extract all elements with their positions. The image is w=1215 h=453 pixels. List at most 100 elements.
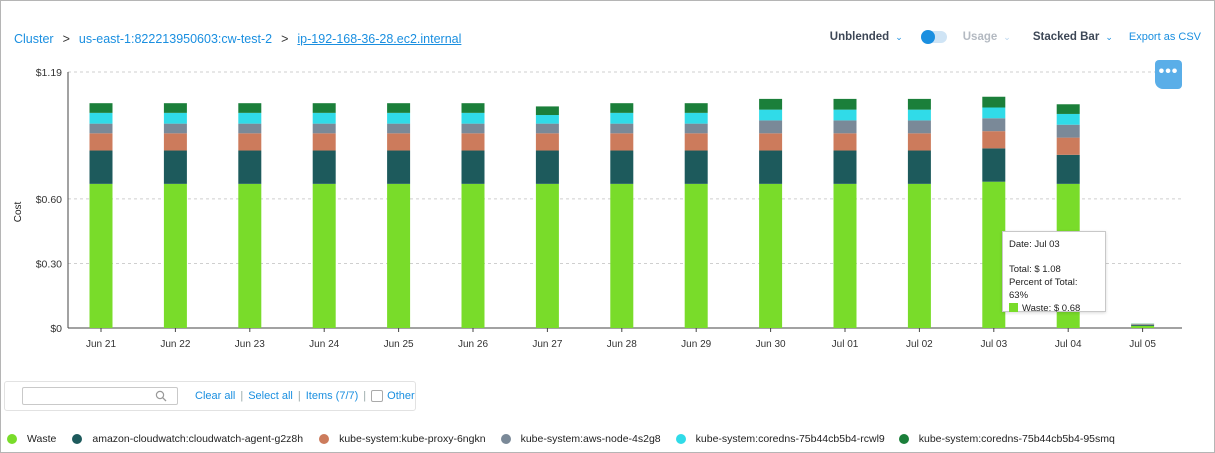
- more-options-button[interactable]: •••: [1155, 60, 1182, 89]
- breadcrumb: Cluster > us-east-1:822213950603:cw-test…: [14, 32, 461, 46]
- bar-segment: [907, 150, 931, 184]
- usage-label: Usage: [962, 31, 998, 43]
- x-tick-label: Jun 21: [86, 339, 116, 350]
- bar-segment: [684, 133, 708, 151]
- bar-segment: [163, 112, 187, 124]
- legend-label: kube-system:coredns-75b44cb5b4-95smq: [918, 433, 1115, 445]
- bar-segment: [610, 112, 634, 124]
- chevron-down-icon: ⌄: [1003, 31, 1011, 42]
- items-count-link[interactable]: Items (7/7): [305, 390, 359, 402]
- bar-segment: [833, 98, 857, 110]
- y-tick-label: $0: [50, 323, 62, 335]
- export-csv-link[interactable]: Export as CSV: [1128, 31, 1201, 43]
- bar-segment: [387, 103, 411, 113]
- legend-item[interactable]: amazon-cloudwatch:cloudwatch-agent-g2z8h: [72, 433, 303, 445]
- bar-segment: [387, 133, 411, 151]
- tooltip-series-value: Waste: $ 0.68: [1022, 303, 1081, 314]
- bar-segment: [238, 123, 262, 134]
- bar-segment: [461, 183, 485, 328]
- legend-item[interactable]: Waste: [7, 433, 56, 445]
- clear-all-link[interactable]: Clear all: [195, 390, 236, 402]
- bar-segment: [610, 133, 634, 151]
- x-tick-label: Jul 04: [1055, 339, 1082, 350]
- bar-segment: [833, 109, 857, 121]
- bar-segment: [759, 98, 783, 110]
- bar-segment: [610, 123, 634, 134]
- chart-legend: Waste amazon-cloudwatch:cloudwatch-agent-…: [7, 433, 1115, 445]
- bar-segment: [610, 103, 634, 113]
- tooltip-total: Total: $ 1.08: [1009, 264, 1061, 275]
- bar-segment: [610, 183, 634, 328]
- x-tick-label: Jul 01: [832, 339, 859, 350]
- bar-segment: [312, 183, 336, 328]
- breadcrumb-cluster-id[interactable]: us-east-1:822213950603:cw-test-2: [78, 32, 273, 46]
- filter-bar: Clear all | Select all | Items (7/7) | O…: [4, 381, 416, 411]
- breadcrumb-separator: >: [62, 32, 70, 46]
- search-input[interactable]: [23, 388, 153, 404]
- bar-segment: [387, 183, 411, 328]
- bar-segment: [89, 133, 113, 151]
- bar-segment: [535, 183, 559, 328]
- x-tick-label: Jun 22: [160, 339, 190, 350]
- search-icon[interactable]: [155, 390, 167, 402]
- tooltip-series-row: Waste: $ 0.68: [1009, 302, 1099, 315]
- usage-dropdown[interactable]: Usage ⌄: [963, 31, 1011, 43]
- legend-swatch: [72, 434, 83, 444]
- bar-segment: [312, 133, 336, 151]
- bar-segment: [759, 120, 783, 134]
- bar-segment: [163, 150, 187, 184]
- chevron-down-icon: ⌄: [1105, 31, 1113, 42]
- cost-type-dropdown[interactable]: Unblended ⌄: [830, 31, 903, 43]
- bar-segment: [1056, 104, 1080, 114]
- x-tick-label: Jul 05: [1129, 339, 1156, 350]
- bar-segment: [1131, 324, 1155, 326]
- other-label: Other: [387, 390, 415, 402]
- y-axis-label: Cost: [13, 201, 24, 222]
- legend-item[interactable]: kube-system:coredns-75b44cb5b4-rcwl9: [675, 433, 885, 445]
- bar-segment: [461, 123, 485, 134]
- legend-label: amazon-cloudwatch:cloudwatch-agent-g2z8h: [92, 433, 304, 445]
- y-tick-label: $1.19: [36, 67, 62, 79]
- bar-segment: [238, 112, 262, 124]
- tooltip-date: Date: Jul 03: [1009, 239, 1060, 250]
- bar-segment: [387, 123, 411, 134]
- breadcrumb-node[interactable]: ip-192-168-36-28.ec2.internal: [297, 32, 462, 46]
- bar-segment: [535, 133, 559, 151]
- x-tick-label: Jun 29: [681, 339, 711, 350]
- usage-toggle[interactable]: [920, 30, 947, 44]
- bar-segment: [387, 150, 411, 184]
- toggle-knob: [920, 30, 935, 44]
- bar-segment: [982, 131, 1006, 149]
- bar-segment: [461, 133, 485, 151]
- legend-item[interactable]: kube-system:coredns-75b44cb5b4-95smq: [898, 433, 1115, 445]
- bar-segment: [461, 103, 485, 113]
- legend-item[interactable]: kube-system:kube-proxy-6ngkn: [319, 433, 486, 445]
- chevron-down-icon: ⌄: [895, 31, 903, 42]
- other-checkbox[interactable]: [371, 390, 384, 402]
- legend-item[interactable]: kube-system:aws-node-4s2g8: [500, 433, 661, 445]
- bar-segment: [89, 150, 113, 184]
- bar-segment: [238, 133, 262, 151]
- legend-label: Waste: [27, 433, 57, 445]
- bar-segment: [238, 103, 262, 113]
- breadcrumb-cluster[interactable]: Cluster: [14, 32, 54, 46]
- bar-segment: [759, 109, 783, 121]
- bar-segment: [684, 183, 708, 328]
- bar-segment: [907, 183, 931, 328]
- bar-segment: [163, 103, 187, 113]
- x-tick-label: Jul 03: [980, 339, 1007, 350]
- bar-segment: [238, 183, 262, 328]
- bar-segment: [312, 150, 336, 184]
- bar-segment: [982, 181, 1006, 328]
- select-all-link[interactable]: Select all: [248, 390, 293, 402]
- bar-segment: [312, 112, 336, 124]
- bar-segment: [163, 183, 187, 328]
- bar-segment: [163, 133, 187, 151]
- bar-segment: [238, 150, 262, 184]
- legend-label: kube-system:coredns-75b44cb5b4-rcwl9: [695, 433, 885, 445]
- legend-swatch: [319, 434, 330, 444]
- chart-type-dropdown[interactable]: Stacked Bar ⌄: [1033, 31, 1113, 43]
- bar-segment: [89, 103, 113, 113]
- bar-segment: [982, 96, 1006, 108]
- bar-segment: [833, 133, 857, 151]
